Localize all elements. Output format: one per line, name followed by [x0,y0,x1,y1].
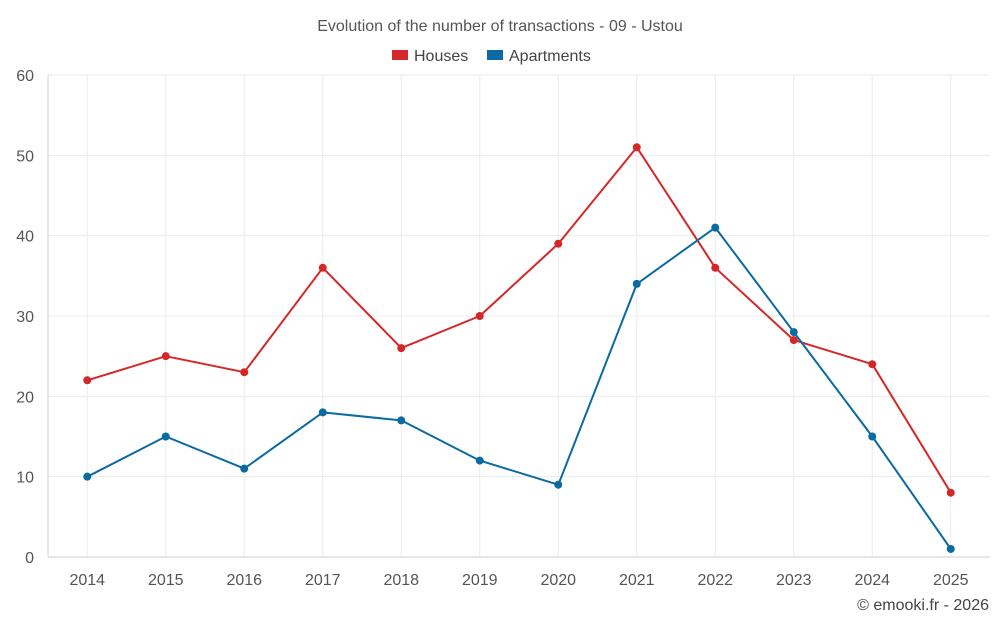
x-tick-label-2014: 2014 [69,572,105,589]
data-point-apartments-2022[interactable] [711,223,720,232]
x-tick-label-2017: 2017 [305,572,341,589]
legend-label-apartments[interactable]: Apartments [509,48,591,65]
legend-swatch-apartments [487,50,503,60]
x-tick-label-2016: 2016 [226,572,262,589]
series-houses [83,143,955,497]
data-point-houses-2016[interactable] [240,368,249,377]
legend-label-houses[interactable]: Houses [414,48,468,65]
x-tick-label-2020: 2020 [540,572,576,589]
x-tick-label-2023: 2023 [776,572,812,589]
x-tick-label-2018: 2018 [383,572,419,589]
legend: Houses Apartments [392,48,591,65]
data-point-houses-2014[interactable] [83,376,92,385]
x-axis-ticks: 2014 2015 2016 2017 2018 2019 2020 2021 2022 2023… [69,572,968,589]
data-point-houses-2022[interactable] [711,263,720,272]
y-tick-label-60: 60 [16,68,34,85]
data-point-houses-2019[interactable] [475,312,484,320]
data-point-houses-2017[interactable] [318,263,327,272]
y-tick-label-30: 30 [16,309,34,326]
data-point-houses-2025[interactable] [946,488,955,497]
data-point-houses-2023[interactable] [789,336,798,345]
x-tick-label-2025: 2025 [933,572,969,589]
data-point-houses-2015[interactable] [161,352,170,361]
data-point-houses-2021[interactable] [632,143,641,152]
legend-swatch-houses [392,50,408,60]
axes [47,75,990,558]
y-axis-ticks: 0 10 20 30 40 50 60 [16,68,34,567]
data-point-apartments-2016[interactable] [240,464,249,473]
x-tick-label-2021: 2021 [619,572,655,589]
x-tick-label-2024: 2024 [854,572,890,589]
series [83,143,955,553]
data-point-apartments-2014[interactable] [83,472,92,481]
series-line-houses [87,146,952,494]
data-point-apartments-2021[interactable] [632,279,641,288]
data-point-houses-2024[interactable] [868,360,877,369]
data-point-apartments-2015[interactable] [161,432,170,441]
y-tick-label-50: 50 [16,148,34,165]
data-point-apartments-2024[interactable] [868,432,877,441]
data-point-apartments-2025[interactable] [946,544,955,553]
grid [48,74,990,557]
data-point-apartments-2023[interactable] [789,328,798,337]
data-point-apartments-2020[interactable] [554,480,563,489]
x-tick-label-2022: 2022 [697,572,733,589]
data-point-houses-2018[interactable] [397,344,406,353]
data-point-houses-2020[interactable] [554,239,563,248]
x-tick-label-2015: 2015 [148,572,184,589]
series-line-apartments [86,226,952,550]
chart-title: Evolution of the number of transactions … [317,18,683,35]
series-apartments [83,223,955,553]
y-tick-label-10: 10 [16,470,34,487]
data-point-apartments-2017[interactable] [318,408,327,417]
x-tick-label-2019: 2019 [462,572,498,589]
data-point-apartments-2019[interactable] [475,456,484,465]
credit-text: © emooki.fr - 2026 [857,597,989,614]
data-point-apartments-2018[interactable] [397,416,406,425]
y-tick-label-20: 20 [16,389,34,406]
y-tick-label-0: 0 [25,550,34,567]
y-tick-label-40: 40 [16,229,34,246]
